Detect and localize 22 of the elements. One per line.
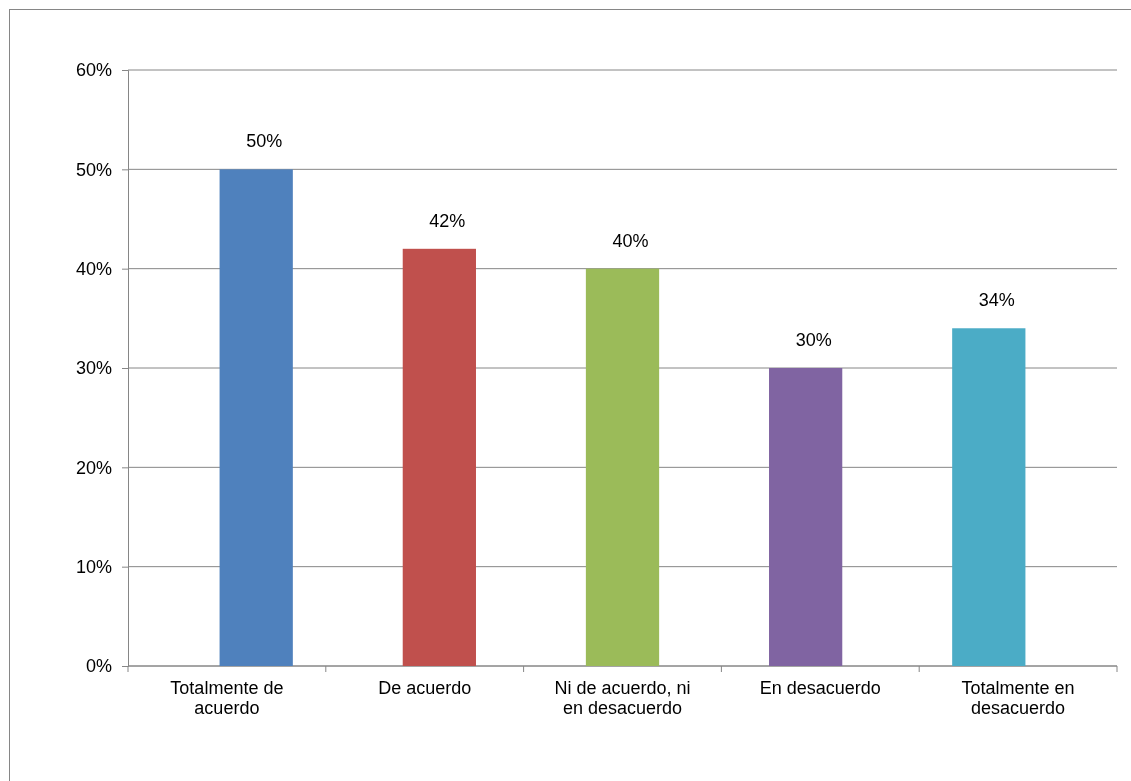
y-tick-label: 40% [75, 258, 112, 279]
bar [219, 169, 293, 666]
bar [769, 368, 843, 666]
data-label: 50% [246, 131, 283, 152]
data-label: 42% [429, 210, 466, 231]
bar [952, 328, 1026, 666]
y-tick-label: 60% [75, 60, 112, 81]
data-label: 30% [795, 330, 832, 350]
data-label: 34% [978, 290, 1015, 311]
bar [402, 248, 476, 666]
y-tick-label: 10% [75, 556, 112, 577]
y-tick-label: 50% [75, 159, 112, 180]
x-tick-label: Totalmente en desacuerdo [961, 678, 1075, 718]
data-label: 40% [612, 230, 649, 251]
y-tick-label: 30% [75, 358, 112, 379]
x-tick-label: Totalmente de acuerdo [170, 678, 284, 718]
x-tick-label: En desacuerdo [759, 678, 881, 698]
x-tick-label: De acuerdo [378, 678, 472, 698]
y-tick-label: 20% [75, 457, 112, 478]
y-tick-label: 0% [85, 656, 112, 677]
x-tick-label: Ni de acuerdo, ni en desacuerdo [554, 678, 691, 718]
bar [585, 268, 660, 666]
